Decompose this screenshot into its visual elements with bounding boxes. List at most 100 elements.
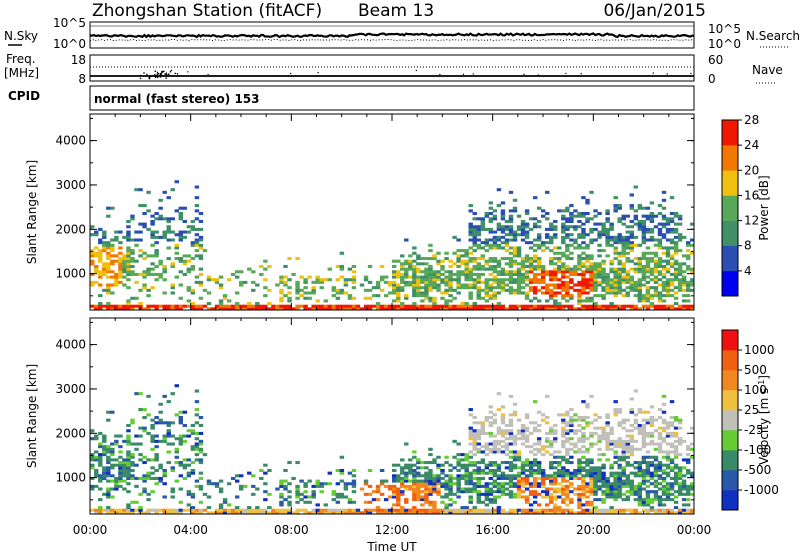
velocity-cell <box>488 490 494 494</box>
power-cell <box>649 286 655 290</box>
velocity-cell <box>504 476 510 480</box>
power-cell <box>528 286 534 290</box>
velocity-cell <box>536 410 542 414</box>
velocity-cell <box>665 423 671 427</box>
power-cell <box>428 304 433 308</box>
velocity-colorbar-tick: 100 <box>744 383 767 397</box>
velocity-cell <box>198 471 204 475</box>
velocity-cell <box>597 508 602 512</box>
power-cell <box>110 254 115 258</box>
power-cell <box>681 280 687 284</box>
power-cell <box>194 304 200 308</box>
velocity-cell <box>545 503 550 507</box>
velocity-cell <box>436 482 441 486</box>
power-cell <box>589 286 594 290</box>
velocity-cell <box>661 455 667 459</box>
velocity-cell <box>412 492 417 496</box>
velocity-cell <box>649 500 655 504</box>
velocity-cell <box>279 484 284 488</box>
power-cell <box>689 304 695 308</box>
power-cell <box>629 204 634 208</box>
velocity-cell <box>565 508 570 512</box>
velocity-cell <box>452 466 457 470</box>
power-cell <box>669 264 675 269</box>
velocity-cell <box>335 482 341 486</box>
power-cell <box>496 222 502 226</box>
velocity-cell <box>512 484 518 488</box>
velocity-cell <box>126 503 131 507</box>
power-cell <box>496 307 502 311</box>
power-cell <box>504 249 510 253</box>
velocity-cell <box>516 429 522 433</box>
velocity-cell <box>110 463 115 467</box>
velocity-cell <box>645 508 651 512</box>
velocity-cell <box>508 463 514 467</box>
velocity-cell <box>416 492 421 496</box>
velocity-cell <box>158 439 163 443</box>
power-cell <box>540 243 546 247</box>
velocity-cell <box>110 447 115 451</box>
power-cell <box>661 288 667 292</box>
power-cell <box>657 230 663 234</box>
power-cell <box>271 304 276 308</box>
velocity-cell <box>162 482 167 486</box>
velocity-cell <box>126 458 131 462</box>
power-cell <box>488 288 494 292</box>
power-cell <box>424 278 429 282</box>
power-cell <box>609 235 614 239</box>
power-cell <box>512 304 518 308</box>
velocity-cell <box>665 498 671 502</box>
power-cell <box>408 267 413 271</box>
power-cell <box>665 227 671 231</box>
power-cell <box>456 238 461 242</box>
power-cell <box>404 267 409 271</box>
power-cell <box>633 294 639 298</box>
velocity-cell <box>194 442 200 446</box>
velocity-cell <box>613 476 618 480</box>
power-cell <box>661 294 667 298</box>
power-cell <box>162 291 167 295</box>
velocity-cell <box>516 490 522 494</box>
power-cell <box>625 294 630 298</box>
power-cell <box>263 267 268 271</box>
velocity-cell <box>532 490 538 494</box>
power-cell <box>178 296 184 300</box>
power-cell <box>573 288 578 292</box>
power-cell <box>122 267 127 271</box>
power-cell <box>484 238 490 242</box>
velocity-cell <box>94 455 99 459</box>
velocity-cell <box>597 484 602 488</box>
velocity-cell <box>263 490 268 494</box>
power-cell <box>343 280 349 284</box>
power-cell <box>553 267 558 271</box>
velocity-cell <box>545 431 550 435</box>
velocity-cell <box>98 487 103 491</box>
velocity-cell <box>617 442 622 446</box>
velocity-cell <box>98 463 103 467</box>
power-cell <box>532 196 538 200</box>
velocity-cell <box>134 434 139 438</box>
velocity-cell <box>464 487 469 491</box>
power-cell <box>355 304 361 308</box>
power-cell <box>202 304 208 308</box>
power-cell <box>508 286 514 290</box>
power-cell <box>633 307 639 311</box>
velocity-cell <box>601 490 606 494</box>
power-cell <box>685 304 691 308</box>
velocity-cell <box>532 453 538 457</box>
velocity-cell <box>573 487 578 491</box>
power-cell <box>130 272 135 276</box>
velocity-cell <box>404 484 409 488</box>
velocity-cell <box>689 508 695 512</box>
velocity-cell <box>396 511 401 515</box>
power-cell <box>146 267 151 271</box>
velocity-cell <box>387 484 393 488</box>
velocity-cell <box>444 506 449 510</box>
velocity-cell <box>609 474 614 478</box>
power-cell <box>102 243 107 247</box>
velocity-cell <box>432 458 437 462</box>
power-cell <box>565 217 570 221</box>
power-cell <box>520 230 526 234</box>
velocity-cell <box>589 476 594 480</box>
velocity-cell <box>315 503 320 507</box>
